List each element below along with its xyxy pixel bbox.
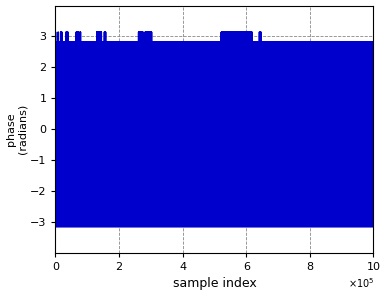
X-axis label: sample index: sample index: [173, 277, 256, 290]
Y-axis label: phase
(radians): phase (radians): [5, 104, 27, 154]
Text: $\times10^5$: $\times10^5$: [348, 276, 374, 290]
